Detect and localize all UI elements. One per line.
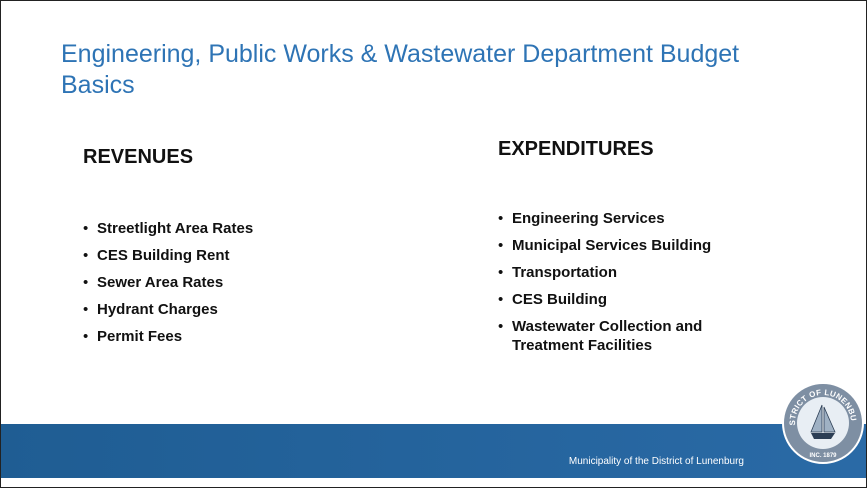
list-item: CES Building Rent [83,246,413,265]
expenditures-column: EXPENDITURES Engineering Services Municip… [498,138,768,363]
list-item: Permit Fees [83,327,413,346]
list-item: Municipal Services Building [498,236,768,255]
list-item: Engineering Services [498,209,768,228]
footer-bar: Municipality of the District of Lunenbur… [1,424,866,478]
footer-text: Municipality of the District of Lunenbur… [568,456,744,467]
logo-center [797,397,849,449]
list-item: Transportation [498,263,768,282]
slide-title: Engineering, Public Works & Wastewater D… [61,40,740,99]
revenues-heading: REVENUES [83,146,194,168]
list-item: Wastewater Collection and Treatment Faci… [498,317,768,355]
logo: DISTRICT OF LUNENBURG INC. 1879 [781,377,864,464]
logo-ship-hull [811,433,835,439]
expenditures-list: Engineering Services Municipal Services B… [498,209,768,355]
revenues-list: Streetlight Area Rates CES Building Rent S… [83,219,413,346]
logo-year: INC. 1879 [809,453,837,459]
list-item: Streetlight Area Rates [83,219,413,238]
logo-ship-sails [810,404,836,433]
list-item: Sewer Area Rates [83,273,413,292]
list-item: CES Building [498,290,768,309]
list-item: Hydrant Charges [83,300,413,319]
expenditures-heading: EXPENDITURES [498,138,654,160]
revenues-column: REVENUES Streetlight Area Rates CES Build… [83,146,413,354]
